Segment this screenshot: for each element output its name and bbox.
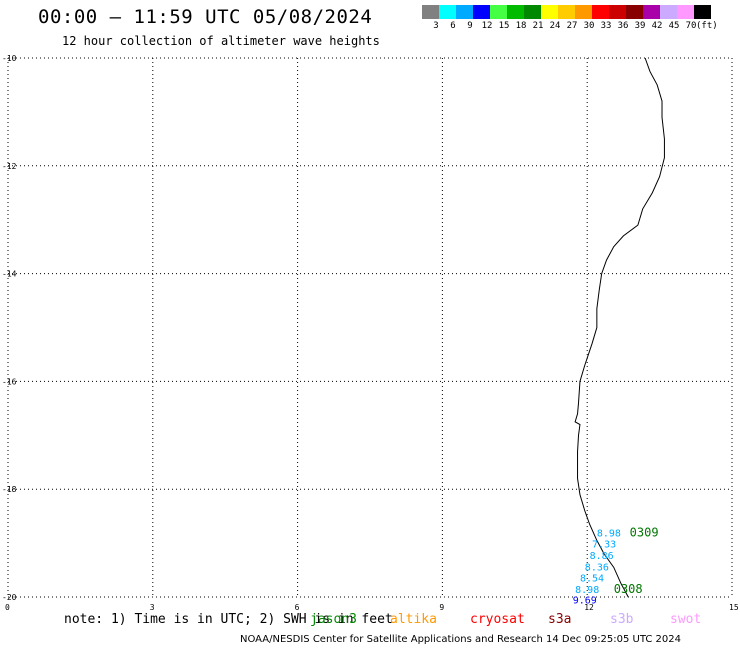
legend-label: 39 bbox=[634, 21, 646, 31]
y-tick-label: -18 bbox=[2, 485, 17, 494]
legend-swatch bbox=[626, 5, 643, 19]
y-tick-label: -20 bbox=[2, 593, 17, 602]
legend-label: 27 bbox=[566, 21, 578, 31]
mission-altika: altika bbox=[390, 612, 437, 627]
mission-jason3: jason3 bbox=[310, 612, 357, 627]
legend-unit: (ft) bbox=[696, 21, 718, 31]
y-tick-label: -14 bbox=[2, 270, 17, 279]
legend-swatch bbox=[575, 5, 592, 19]
y-tick-label: -10 bbox=[2, 54, 17, 63]
legend-labels: 3 6 9 12 15 18 21 24 27 30 33 36 39 42 45 70 (ft) bbox=[422, 19, 740, 31]
legend-swatch bbox=[524, 5, 541, 19]
x-tick-label: 12 bbox=[584, 603, 594, 612]
mission-s3b: s3b bbox=[610, 612, 634, 627]
legend-label: 70 bbox=[685, 21, 697, 31]
legend-swatch bbox=[694, 5, 711, 19]
wave-height-value: 8.86 bbox=[590, 551, 614, 562]
x-tick-label: 3 bbox=[150, 603, 155, 612]
legend-label: 42 bbox=[651, 21, 663, 31]
mission-swot: swot bbox=[670, 612, 702, 627]
legend-swatch bbox=[541, 5, 558, 19]
wave-height-value: 8.98 bbox=[575, 585, 599, 596]
legend-swatch bbox=[507, 5, 524, 19]
pass-label: 0309 bbox=[630, 525, 659, 539]
page-title: 00:00 – 11:59 UTC 05/08/2024 bbox=[38, 6, 373, 28]
legend-swatch bbox=[456, 5, 473, 19]
legend-label: 36 bbox=[617, 21, 629, 31]
coastline bbox=[574, 57, 665, 598]
page-subtitle: 12 hour collection of altimeter wave hei… bbox=[62, 34, 380, 48]
wave-height-value: 7.33 bbox=[592, 540, 616, 551]
legend-swatch bbox=[473, 5, 490, 19]
legend-swatch bbox=[439, 5, 456, 19]
y-tick-label: -16 bbox=[2, 377, 17, 386]
legend-swatch bbox=[609, 5, 626, 19]
x-tick-label: 15 bbox=[729, 603, 739, 612]
wave-height-value: 8.36 bbox=[585, 562, 609, 573]
x-tick-label: 9 bbox=[439, 603, 444, 612]
legend-label: 15 bbox=[498, 21, 510, 31]
legend-label: 9 bbox=[467, 21, 473, 31]
mission-cryosat: cryosat bbox=[470, 612, 525, 627]
legend-label: 21 bbox=[532, 21, 544, 31]
color-legend: 3 6 9 12 15 18 21 24 27 30 33 36 39 42 45 70 (ft) bbox=[422, 5, 740, 31]
legend-swatch bbox=[422, 5, 439, 19]
wave-height-value: 8.54 bbox=[580, 574, 604, 585]
wave-height-value: 8.98 bbox=[597, 528, 621, 539]
credit-line: NOAA/NESDIS Center for Satellite Applica… bbox=[240, 634, 682, 645]
legend-label: 30 bbox=[583, 21, 595, 31]
legend-label: 45 bbox=[668, 21, 680, 31]
legend-swatch bbox=[660, 5, 677, 19]
wave-height-value: 9.69 bbox=[573, 596, 597, 607]
legend-swatch bbox=[592, 5, 609, 19]
y-tick-label: -12 bbox=[2, 162, 17, 171]
legend-swatch bbox=[490, 5, 507, 19]
legend-label: 6 bbox=[450, 21, 456, 31]
pass-label: 0308 bbox=[614, 582, 643, 596]
legend-swatch bbox=[643, 5, 660, 19]
legend-swatch bbox=[558, 5, 575, 19]
x-tick-label: 0 bbox=[5, 603, 10, 612]
legend-swatch bbox=[677, 5, 694, 19]
mission-s3a: s3a bbox=[548, 612, 572, 627]
x-tick-label: 6 bbox=[295, 603, 300, 612]
legend-label: 12 bbox=[481, 21, 493, 31]
legend-label: 18 bbox=[515, 21, 527, 31]
footnote: note: 1) Time is in UTC; 2) SWH is in fe… bbox=[64, 612, 393, 627]
legend-label: 33 bbox=[600, 21, 612, 31]
legend-swatches bbox=[422, 5, 740, 19]
legend-label: 24 bbox=[549, 21, 561, 31]
legend-label: 3 bbox=[433, 21, 439, 31]
